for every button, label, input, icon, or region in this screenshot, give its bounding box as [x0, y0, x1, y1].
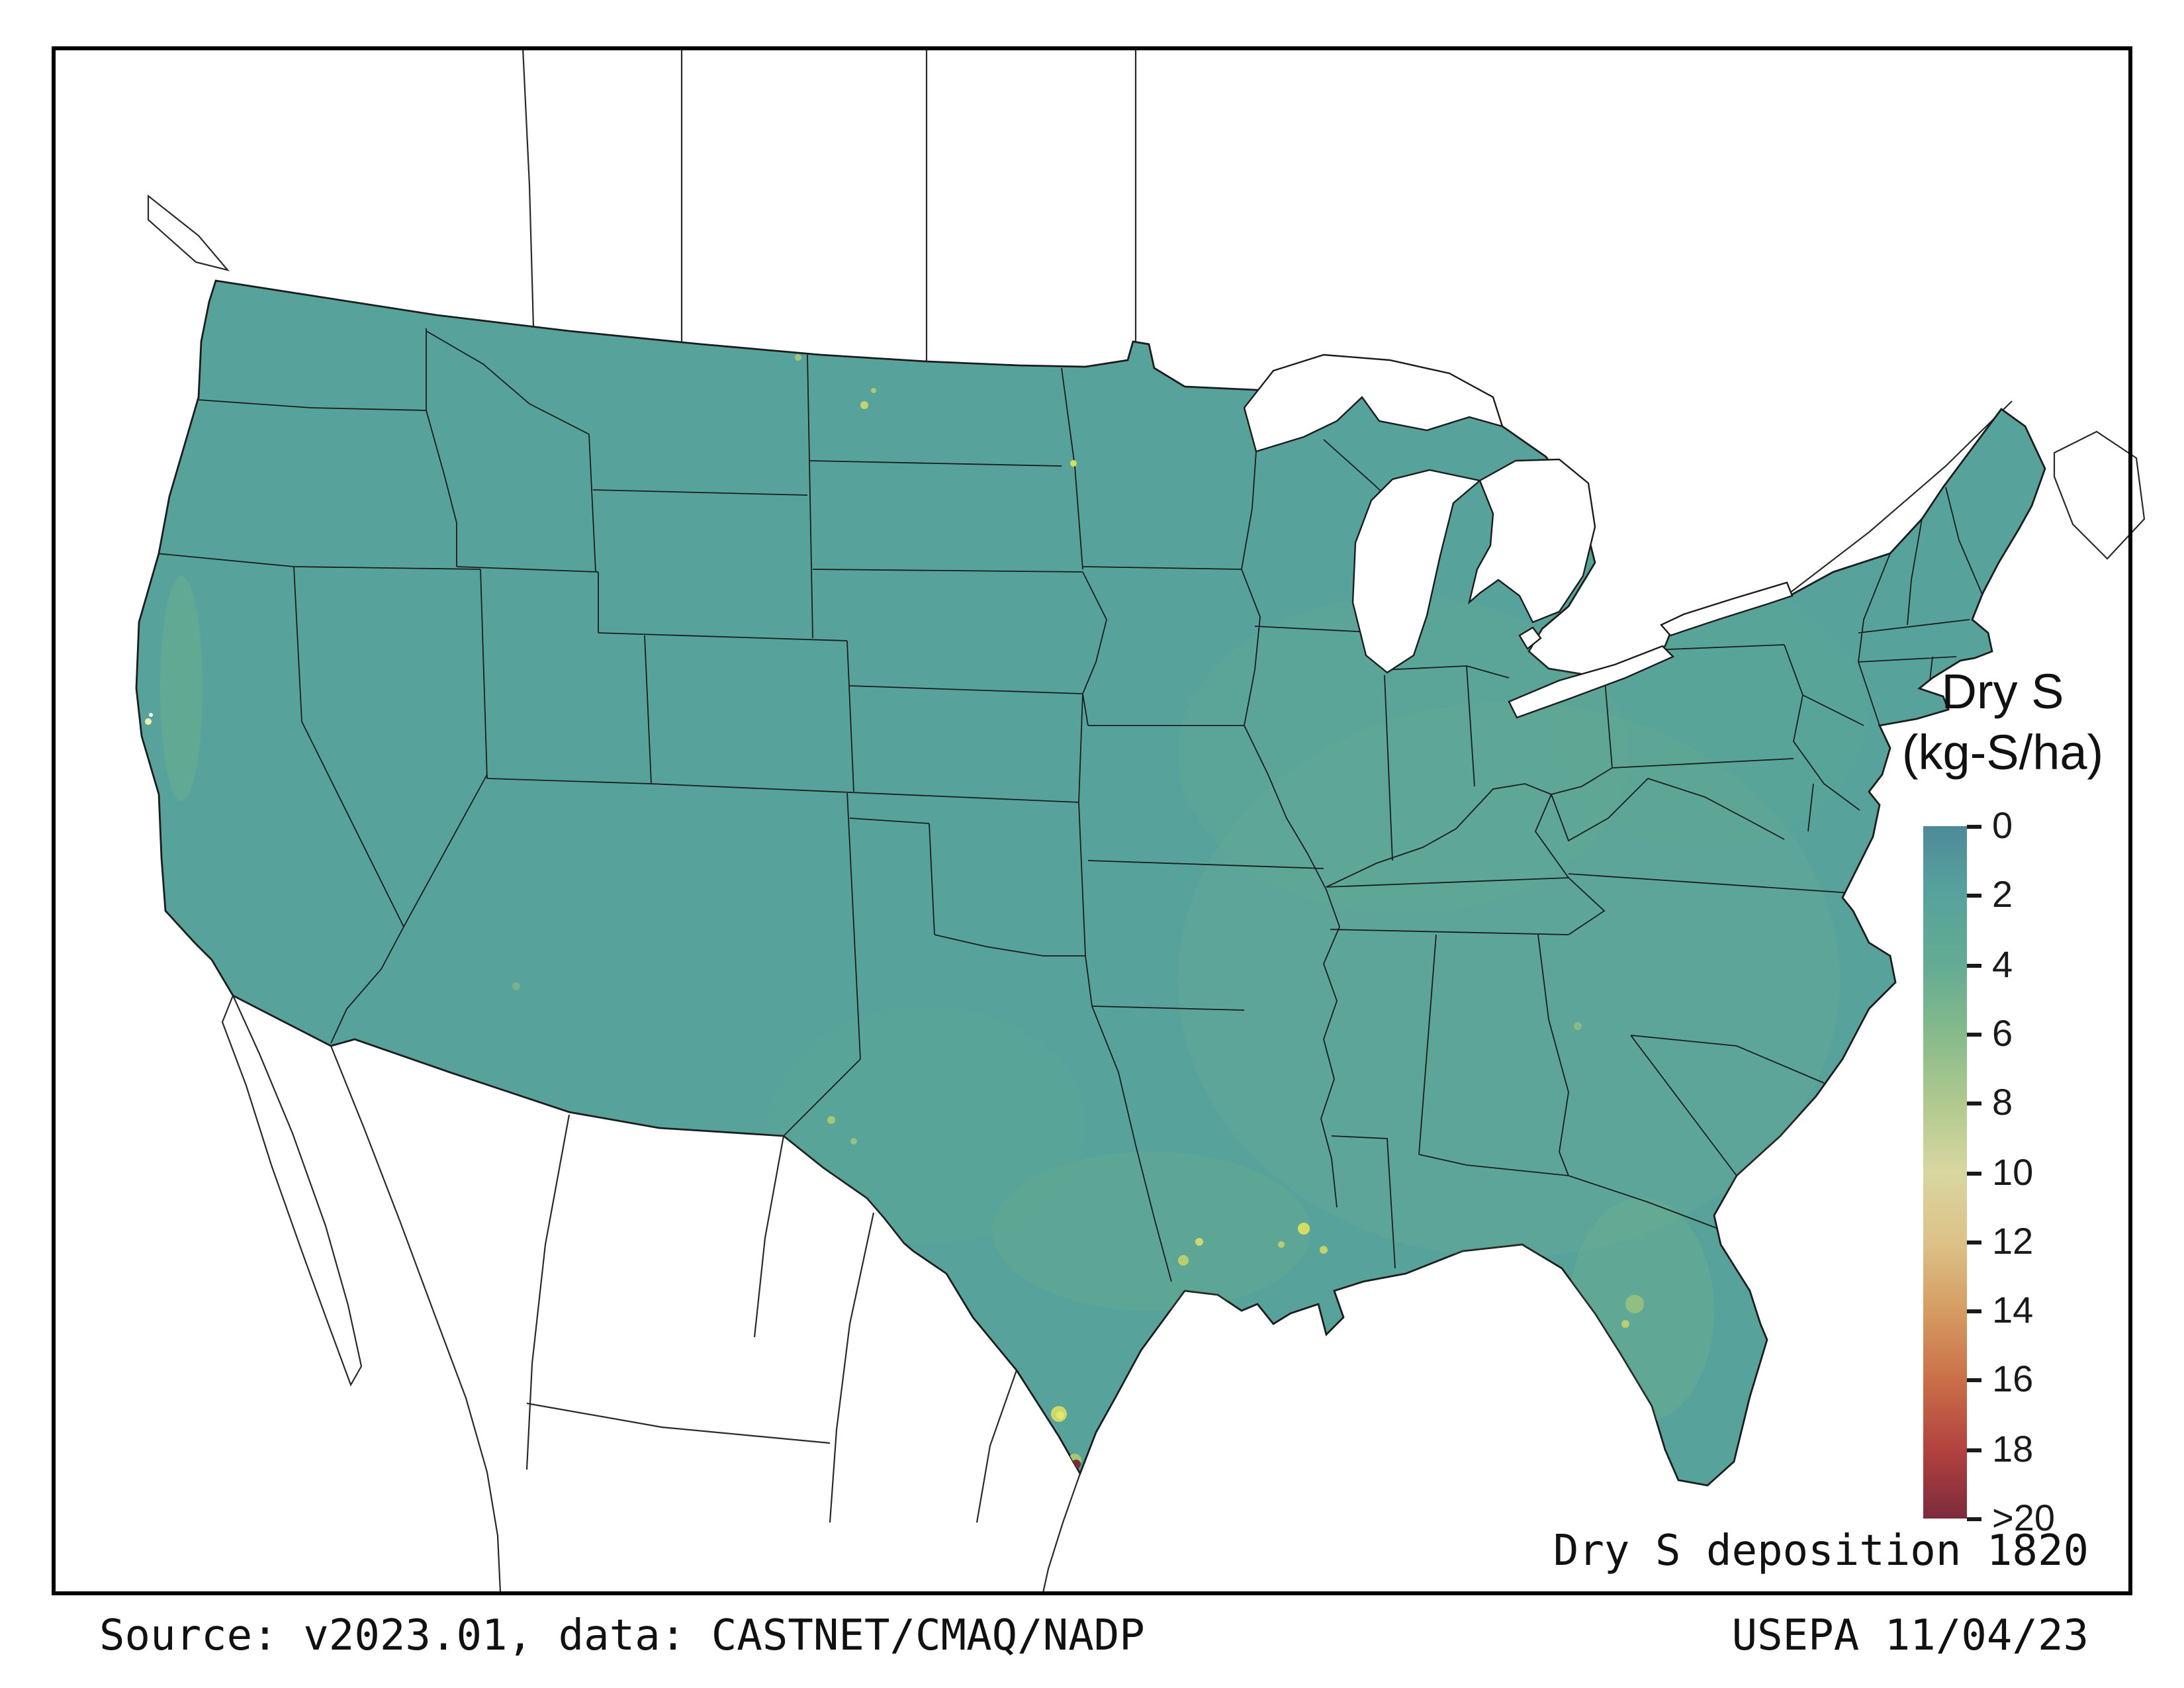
hotspot-dots [145, 354, 1644, 1469]
lake-huron [1467, 458, 1596, 624]
tick-mark [1967, 1171, 1981, 1175]
legend-tick-label: 12 [1992, 1221, 2034, 1262]
legend-tick-label: 6 [1992, 1013, 2013, 1054]
lake-superior [1243, 353, 1504, 453]
legend-tick-label: 18 [1992, 1429, 2034, 1470]
tick-mark [1967, 1240, 1981, 1244]
vancouver-island [147, 194, 230, 271]
legend-tick: 2 [1967, 874, 2013, 916]
tick-mark [1967, 1378, 1981, 1382]
state-borders [156, 328, 1983, 1282]
plot-title: Dry S deposition 1820 [1553, 1525, 2089, 1575]
tick-mark [1967, 1517, 1981, 1521]
legend-tick-label: >20 [1992, 1497, 2055, 1538]
legend-tick: 8 [1967, 1082, 2013, 1124]
legend-title-line1: Dry S [1941, 665, 2064, 719]
legend-tick: 0 [1967, 805, 2013, 847]
region-tints [160, 576, 1866, 1423]
legend-tick: 10 [1967, 1152, 2033, 1194]
mexico-borders [221, 994, 1081, 1593]
tick-mark [1967, 1309, 1981, 1313]
legend-tick-label: 10 [1992, 1152, 2034, 1193]
legend-tick-label: 8 [1992, 1082, 2013, 1123]
tick-mark [1967, 893, 1981, 897]
baja-california [221, 994, 363, 1387]
lake-erie [1508, 645, 1675, 719]
legend-tick: >20 [1967, 1497, 2055, 1540]
legend-tick-label: 0 [1992, 805, 2013, 846]
lake-ontario [1660, 581, 1794, 637]
legend-tick: 12 [1967, 1221, 2033, 1263]
legend-tick: 18 [1967, 1429, 2033, 1471]
tick-mark [1967, 824, 1981, 828]
legend-title: Dry S (kg-S/ha) [1850, 662, 2155, 784]
canada-borders [147, 47, 2146, 594]
legend-tick-label: 2 [1992, 874, 2013, 915]
source-text: Source: v2023.01, data: CASTNET/CMAQ/NAD… [99, 1610, 1145, 1660]
legend-tick-label: 14 [1992, 1289, 2034, 1331]
tick-mark [1967, 1101, 1981, 1105]
lake-st-clair [1518, 626, 1542, 650]
legend-title-line2: (kg-S/ha) [1901, 726, 2104, 780]
nova-scotia [2053, 430, 2146, 560]
tick-mark [1967, 1448, 1981, 1452]
legend-tick-label: 4 [1992, 944, 2013, 985]
legend-tick-label: 16 [1992, 1358, 2034, 1399]
legend-tick: 6 [1967, 1013, 2013, 1055]
legend-tick: 16 [1967, 1358, 2033, 1401]
legend-colorbar [1923, 826, 1967, 1519]
credit-text: USEPA 11/04/23 [1731, 1610, 2089, 1660]
legend-tick: 14 [1967, 1289, 2033, 1332]
tick-mark [1967, 963, 1981, 967]
great-lakes [1243, 353, 1794, 719]
legend-tick: 4 [1967, 944, 2013, 986]
lake-michigan [1351, 469, 1482, 674]
tick-mark [1967, 1032, 1981, 1036]
